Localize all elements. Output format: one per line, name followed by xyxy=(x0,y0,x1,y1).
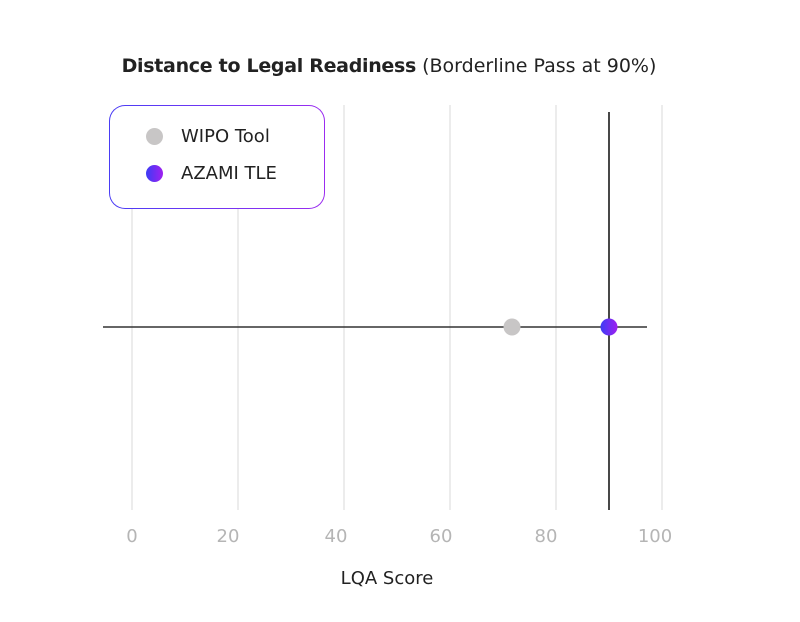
chart-title: Distance to Legal Readiness (Borderline … xyxy=(0,55,778,77)
wipo-swatch-icon xyxy=(146,128,163,145)
legend-item-wipo[interactable]: WIPO Tool xyxy=(146,126,270,147)
legend-label: WIPO Tool xyxy=(181,126,270,147)
legend: WIPO Tool AZAMI TLE xyxy=(109,105,325,209)
legend-label: AZAMI TLE xyxy=(181,163,277,184)
x-tick-label: 80 xyxy=(534,526,558,547)
azami-swatch-icon xyxy=(146,165,163,182)
x-tick-label: 20 xyxy=(216,526,240,547)
chart-subtitle: (Borderline Pass at 90%) xyxy=(422,55,657,77)
x-tick-label: 100 xyxy=(637,526,673,547)
x-axis-label: LQA Score xyxy=(340,568,434,589)
chart-title-main: Distance to Legal Readiness xyxy=(121,55,417,77)
azami-tle-point[interactable] xyxy=(600,318,618,336)
x-tick-label: 60 xyxy=(429,526,453,547)
wipo-tool-point[interactable] xyxy=(503,318,521,336)
x-tick-label: 0 xyxy=(126,526,138,547)
x-tick-label: 40 xyxy=(324,526,348,547)
legend-item-azami[interactable]: AZAMI TLE xyxy=(146,163,277,184)
